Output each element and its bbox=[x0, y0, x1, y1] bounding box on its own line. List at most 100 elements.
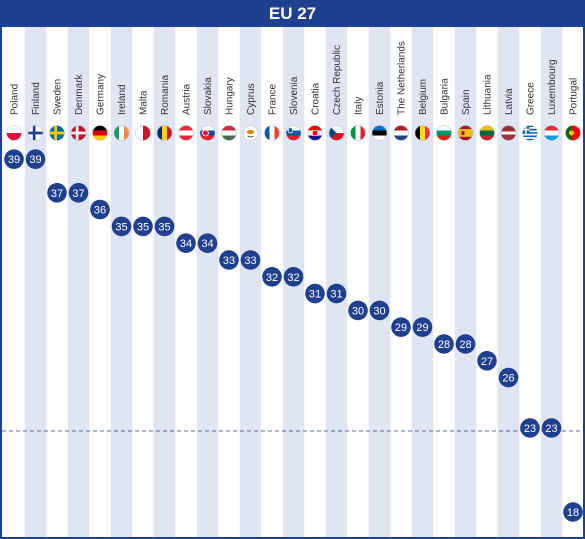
data-label: 33 bbox=[223, 255, 235, 267]
data-label: 27 bbox=[481, 356, 493, 368]
data-label: 34 bbox=[180, 238, 192, 250]
data-markers: 39 39 37 37 36 35 35 35 34 34 33 33 32 32 31 31 30 30 29 29… bbox=[4, 149, 583, 522]
data-point bbox=[111, 216, 132, 237]
data-point bbox=[348, 300, 368, 321]
flag-outline bbox=[285, 125, 302, 141]
flag-spain-icon bbox=[458, 125, 473, 141]
category-label: Estonia bbox=[375, 81, 386, 115]
data-label: 37 bbox=[51, 188, 63, 200]
flag-luxembourg-icon bbox=[544, 125, 559, 141]
flag-germany-icon bbox=[92, 125, 108, 141]
flag-lithuania-icon bbox=[479, 125, 495, 141]
column-stripe bbox=[67, 27, 90, 537]
category-label: The Netherlands bbox=[397, 41, 408, 115]
category-label: Denmark bbox=[74, 73, 85, 115]
flag-belgium-icon bbox=[415, 125, 430, 141]
category-label: Italy bbox=[354, 97, 365, 115]
flag-italy-icon bbox=[350, 125, 366, 141]
flag-outline bbox=[199, 125, 216, 141]
column-stripe bbox=[110, 27, 133, 537]
data-point bbox=[90, 199, 110, 220]
flag-austria-icon bbox=[178, 125, 194, 141]
data-label: 32 bbox=[266, 272, 278, 284]
data-point bbox=[68, 183, 89, 203]
flag-cyprus-icon bbox=[243, 125, 258, 141]
category-label: Latvia bbox=[504, 88, 515, 115]
flag-croatia-icon bbox=[307, 125, 323, 141]
category-label: Czech Republic bbox=[332, 45, 343, 115]
data-point bbox=[412, 317, 433, 338]
data-point bbox=[477, 351, 497, 371]
data-point bbox=[391, 317, 411, 338]
data-point bbox=[25, 149, 46, 169]
flag-latvia-icon bbox=[501, 125, 516, 141]
flag-sweden-icon bbox=[49, 125, 65, 141]
flag-outline bbox=[70, 125, 87, 141]
data-label: 35 bbox=[158, 221, 170, 233]
category-label: Bulgaria bbox=[440, 78, 451, 115]
data-point bbox=[283, 267, 304, 287]
data-point bbox=[219, 250, 239, 270]
category-label: France bbox=[268, 83, 279, 115]
flag-outline bbox=[350, 125, 366, 141]
flag-outline bbox=[500, 125, 517, 141]
category-label: Croatia bbox=[311, 82, 322, 115]
data-point bbox=[305, 283, 325, 304]
category-label: Germany bbox=[96, 74, 107, 115]
flag-finland-icon bbox=[28, 125, 43, 141]
flag-outline bbox=[135, 125, 151, 141]
data-label: 29 bbox=[416, 322, 428, 334]
column-stripe bbox=[497, 27, 520, 537]
column-stripe bbox=[325, 27, 348, 537]
flag-hungary-icon bbox=[221, 125, 237, 141]
category-label: Sweden bbox=[53, 79, 64, 115]
data-point bbox=[455, 334, 476, 354]
category-label: Austria bbox=[182, 83, 193, 115]
flag-outline bbox=[264, 125, 280, 141]
flag-outline bbox=[371, 125, 388, 141]
category-label: Spain bbox=[461, 89, 472, 115]
category-label: Hungary bbox=[225, 77, 236, 115]
flag-netherlands-icon bbox=[393, 125, 409, 141]
flag-outline bbox=[113, 125, 130, 141]
data-point bbox=[262, 267, 282, 287]
column-stripe bbox=[540, 27, 563, 537]
category-label: Romania bbox=[160, 75, 171, 115]
data-point bbox=[197, 233, 218, 253]
data-label: 23 bbox=[545, 423, 557, 435]
category-label: Slovenia bbox=[289, 76, 300, 115]
data-label: 39 bbox=[29, 154, 41, 166]
flag-outline bbox=[6, 125, 22, 141]
column-stripe bbox=[411, 27, 434, 537]
chart: Poland Finland Sweden Denmark Germany Ireland… bbox=[2, 27, 583, 537]
category-label: Cyprus bbox=[246, 83, 257, 115]
flag-outline bbox=[27, 125, 44, 141]
flag-outline bbox=[221, 125, 237, 141]
category-labels: Poland Finland Sweden Denmark Germany Ireland… bbox=[10, 41, 580, 115]
data-point bbox=[133, 216, 153, 237]
data-label: 36 bbox=[94, 205, 106, 217]
flag-denmark-icon bbox=[71, 125, 86, 141]
flag-poland-icon bbox=[6, 125, 22, 141]
data-point bbox=[498, 367, 519, 388]
category-label: Belgium bbox=[418, 79, 429, 115]
flag-outline bbox=[457, 125, 474, 141]
flag-estonia-icon bbox=[372, 125, 387, 141]
flag-slovakia-icon bbox=[200, 125, 215, 141]
flag-slovenia-icon bbox=[286, 125, 301, 141]
data-label: 37 bbox=[72, 188, 84, 200]
category-label: Poland bbox=[10, 84, 21, 115]
data-point bbox=[434, 334, 454, 354]
flag-outline bbox=[543, 125, 560, 141]
flag-greece-icon bbox=[522, 125, 538, 141]
data-label: 30 bbox=[373, 305, 385, 317]
data-label: 31 bbox=[309, 289, 321, 301]
data-point bbox=[47, 183, 67, 203]
category-label: Luxembourg bbox=[547, 59, 558, 115]
data-point bbox=[240, 250, 261, 270]
flag-outline bbox=[156, 125, 173, 141]
data-label: 34 bbox=[201, 238, 213, 250]
flag-outline bbox=[92, 125, 108, 141]
category-label: Malta bbox=[139, 90, 150, 115]
data-point bbox=[520, 418, 540, 438]
